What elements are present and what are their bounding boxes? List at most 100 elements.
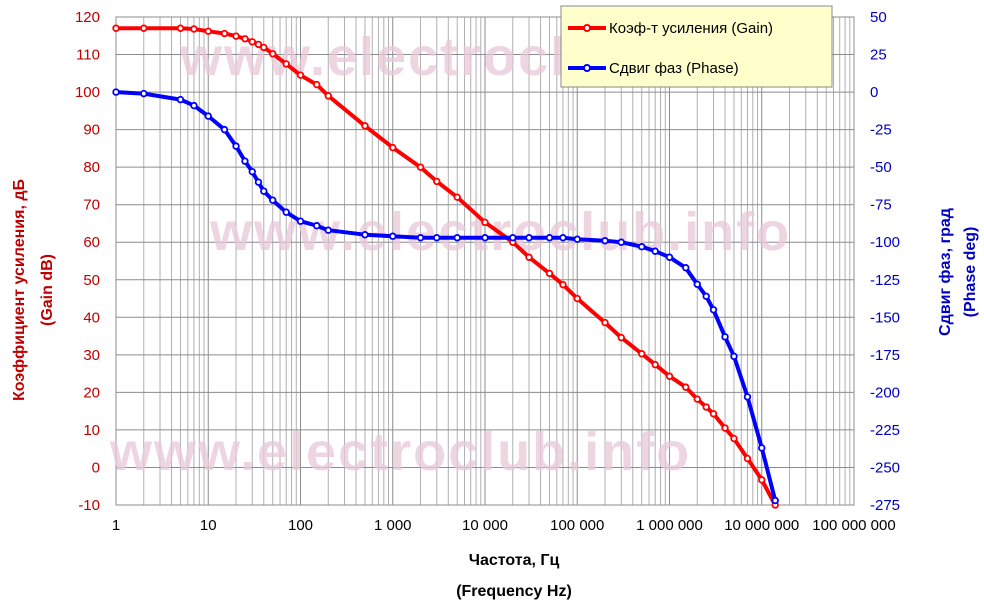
y-right-tick-label: 50 bbox=[870, 9, 887, 26]
gain-data-point bbox=[204, 27, 212, 35]
gain-data-point bbox=[176, 24, 185, 32]
phase-data-point bbox=[282, 208, 290, 216]
legend-gain-marker bbox=[583, 24, 591, 32]
right-axis-title-en: (Phase deg) bbox=[962, 227, 979, 318]
series-layer bbox=[112, 24, 779, 509]
phase-data-point bbox=[617, 238, 625, 246]
phase-data-point bbox=[176, 95, 185, 104]
gain-data-point bbox=[702, 403, 710, 411]
y-right-tick-label: -225 bbox=[870, 422, 900, 439]
gain-data-point bbox=[140, 24, 148, 32]
gain-data-point bbox=[269, 50, 277, 58]
gain-data-point bbox=[617, 333, 625, 342]
phase-data-point bbox=[573, 235, 581, 243]
legend-box bbox=[560, 5, 833, 88]
phase-data-point bbox=[416, 234, 425, 242]
gain-data-point bbox=[601, 318, 609, 327]
phase-data-point bbox=[190, 101, 198, 110]
y-right-tick-label: -125 bbox=[870, 272, 900, 289]
y-right-tick-label: -200 bbox=[870, 384, 900, 401]
y-right-tick-label: -275 bbox=[870, 497, 900, 514]
y-right-tick-label: -50 bbox=[870, 159, 892, 176]
x-tick-label: 100 000 000 bbox=[812, 517, 895, 534]
y-left-tick-label: -10 bbox=[78, 497, 100, 514]
gain-data-point bbox=[638, 350, 646, 358]
gain-data-point bbox=[453, 193, 461, 201]
y-left-tick-label: 100 bbox=[75, 84, 100, 101]
phase-data-point bbox=[771, 496, 779, 505]
phase-data-point bbox=[241, 157, 249, 165]
y-left-tick-label: 40 bbox=[83, 309, 100, 326]
phase-data-point bbox=[638, 243, 646, 251]
phase-data-point bbox=[682, 264, 690, 272]
phase-data-point bbox=[702, 292, 710, 300]
gain-data-point bbox=[112, 24, 120, 32]
phase-data-point bbox=[525, 234, 533, 242]
gain-data-point bbox=[545, 269, 554, 278]
gain-data-point bbox=[361, 122, 369, 130]
phase-data-point bbox=[730, 352, 738, 361]
phase-data-point bbox=[651, 247, 659, 255]
legend-gain-label: Коэф-т усиления (Gain) bbox=[609, 20, 773, 37]
phase-data-point bbox=[601, 237, 609, 245]
phase-data-point bbox=[743, 393, 752, 401]
y-right-tick-label: -150 bbox=[870, 309, 900, 326]
x-tick-label: 10 000 bbox=[462, 517, 508, 534]
phase-data-point bbox=[232, 142, 240, 150]
phase-data-point bbox=[248, 167, 256, 176]
phase-data-point bbox=[389, 232, 397, 240]
phase-data-point bbox=[545, 234, 554, 242]
gain-data-point bbox=[682, 383, 690, 391]
y-right-tick-label: -250 bbox=[870, 459, 900, 476]
gain-data-point bbox=[709, 410, 718, 418]
phase-data-point bbox=[509, 234, 517, 242]
y-right-tick-label: 0 bbox=[870, 84, 878, 101]
plot-area-border bbox=[115, 16, 855, 506]
x-tick-label: 10 bbox=[200, 517, 217, 534]
gain-data-point bbox=[743, 454, 752, 463]
x-tick-label: 1 bbox=[112, 517, 120, 534]
gain-data-point bbox=[190, 25, 198, 33]
phase-data-point bbox=[693, 280, 701, 288]
phase-data-point bbox=[709, 306, 718, 314]
phase-data-point bbox=[296, 217, 305, 225]
y-left-tick-label: 60 bbox=[83, 234, 100, 251]
x-tick-label: 10 000 000 bbox=[724, 517, 799, 534]
y-left-tick-label: 120 bbox=[75, 9, 100, 26]
gain-data-point bbox=[665, 372, 674, 380]
y-left-tick-label: 20 bbox=[83, 384, 100, 401]
y-left-tick-label: 10 bbox=[83, 422, 100, 439]
x-tick-label: 100 000 bbox=[550, 517, 604, 534]
gain-data-point bbox=[313, 80, 321, 89]
watermark-text: www.electroclub.info bbox=[109, 422, 691, 482]
gain-data-point bbox=[525, 253, 533, 261]
y-left-tick-label: 90 bbox=[83, 122, 100, 139]
left-axis-title-en: (Gain dB) bbox=[39, 254, 56, 326]
right-axis-title: Сдвиг фаз, град bbox=[937, 208, 954, 336]
x-axis-title-en: (Frequency Hz) bbox=[456, 583, 572, 600]
phase-data-point bbox=[140, 89, 148, 98]
gain-data-point bbox=[220, 29, 229, 38]
grid bbox=[115, 16, 855, 506]
y-right-tick-label: -75 bbox=[870, 197, 892, 214]
gain-data-point bbox=[296, 71, 305, 79]
gain-data-point bbox=[693, 395, 701, 403]
phase-data-point bbox=[361, 231, 369, 239]
legend-phase-marker bbox=[583, 64, 591, 72]
phase-data-point bbox=[254, 178, 263, 186]
x-tick-label: 1 000 000 bbox=[636, 517, 703, 534]
y-left-tick-label: 0 bbox=[92, 459, 100, 476]
x-tick-label: 1 000 bbox=[374, 517, 412, 534]
x-tick-label: 100 bbox=[288, 517, 313, 534]
y-left-tick-label: 80 bbox=[83, 159, 100, 176]
phase-data-point bbox=[559, 234, 567, 242]
y-right-tick-label: 25 bbox=[870, 47, 887, 64]
phase-data-point bbox=[453, 234, 461, 242]
gain-data-point bbox=[416, 163, 425, 171]
phase-data-point bbox=[758, 444, 766, 452]
gain-data-point bbox=[573, 294, 581, 303]
gain-data-point bbox=[433, 177, 441, 186]
gain-data-point bbox=[254, 40, 263, 49]
y-right-tick-label: -100 bbox=[870, 234, 900, 251]
